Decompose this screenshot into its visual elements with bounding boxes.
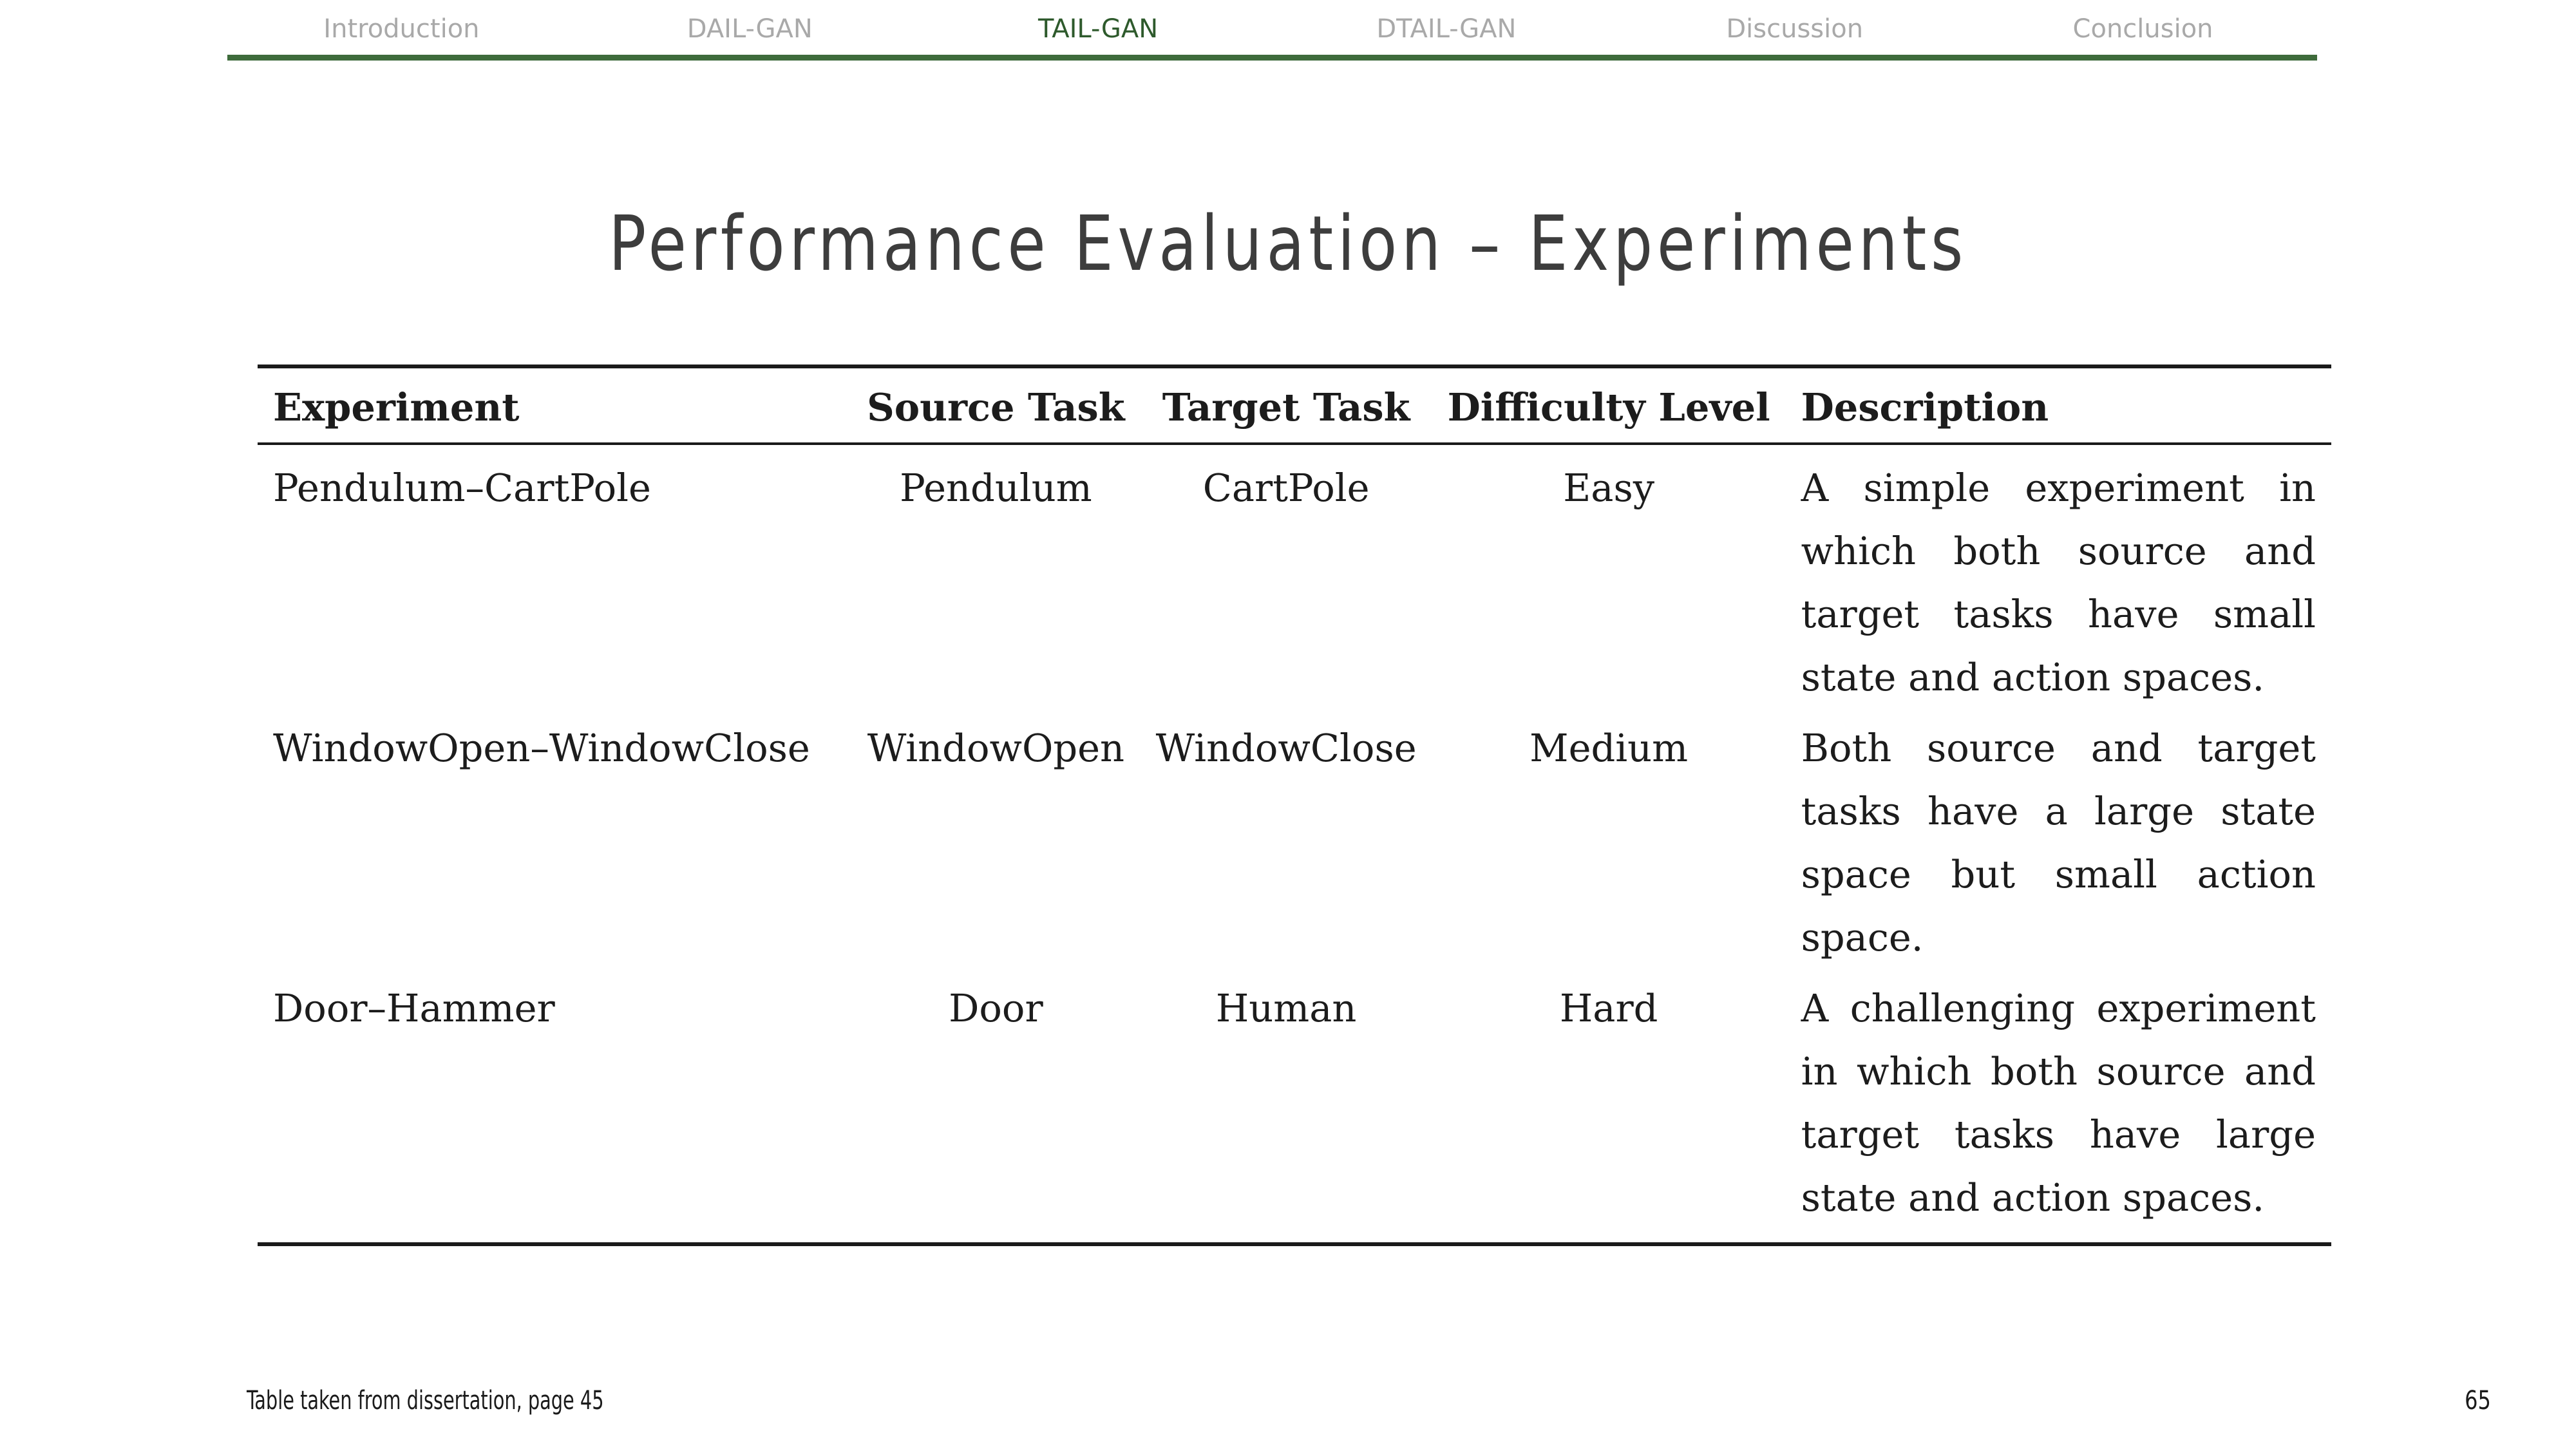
cell-difficulty: Hard [1432,973,1786,1246]
table-header-row: Experiment Source Task Target Task Diffi… [258,365,2331,445]
cell-difficulty: Medium [1530,726,1689,770]
cell-experiment: WindowOpen–WindowClose [273,726,810,770]
tab-dail-gan[interactable]: DAIL-GAN [687,14,813,44]
cell-source-task: Door [851,973,1141,1246]
header-source-task: Source Task [851,365,1141,445]
cell-description: A simple experiment in which both source… [1801,466,2316,699]
table-row: Pendulum–CartPole Pendulum CartPole Easy… [258,444,2331,713]
header-target-task: Target Task [1140,365,1432,445]
footnote: Table taken from dissertation, page 45 [247,1386,604,1416]
tab-dtail-gan[interactable]: DTAIL-GAN [1376,14,1517,44]
cell-source-task: WindowOpen [867,726,1125,770]
cell-target-task: WindowClose [1155,726,1417,770]
tab-conclusion[interactable]: Conclusion [2072,14,2213,44]
cell-experiment: Door–Hammer [258,973,852,1246]
tab-discussion[interactable]: Discussion [1726,14,1864,44]
experiments-table: Experiment Source Task Target Task Diffi… [258,365,2331,1246]
experiments-table-container: Experiment Source Task Target Task Diffi… [258,365,2331,1246]
cell-description: Both source and target tasks have a larg… [1801,726,2316,960]
tab-tail-gan[interactable]: TAIL-GAN [1037,14,1159,44]
cell-source-task: Pendulum [900,466,1092,510]
slide-title: Performance Evaluation – Experiments [609,199,1967,289]
table-body: Pendulum–CartPole Pendulum CartPole Easy… [258,444,2331,1246]
cell-experiment: Pendulum–CartPole [273,466,651,510]
table-header: Experiment Source Task Target Task Diffi… [258,365,2331,445]
cell-description: A challenging experiment in which both s… [1785,973,2331,1246]
cell-target-task: CartPole [1202,466,1370,510]
header-experiment: Experiment [258,365,852,445]
header-difficulty-level: Difficulty Level [1432,365,1786,445]
header-description: Description [1785,365,2331,445]
cell-target-task: Human [1140,973,1432,1246]
table-row: Door–Hammer Door Human Hard A challengin… [258,973,2331,1246]
tab-introduction[interactable]: Introduction [323,14,480,44]
page-number: 65 [2465,1386,2491,1416]
section-navigation: Introduction DAIL-GAN TAIL-GAN DTAIL-GAN… [227,0,2317,61]
cell-difficulty: Easy [1563,466,1655,510]
table-row: WindowOpen–WindowClose WindowOpen Window… [258,713,2331,973]
